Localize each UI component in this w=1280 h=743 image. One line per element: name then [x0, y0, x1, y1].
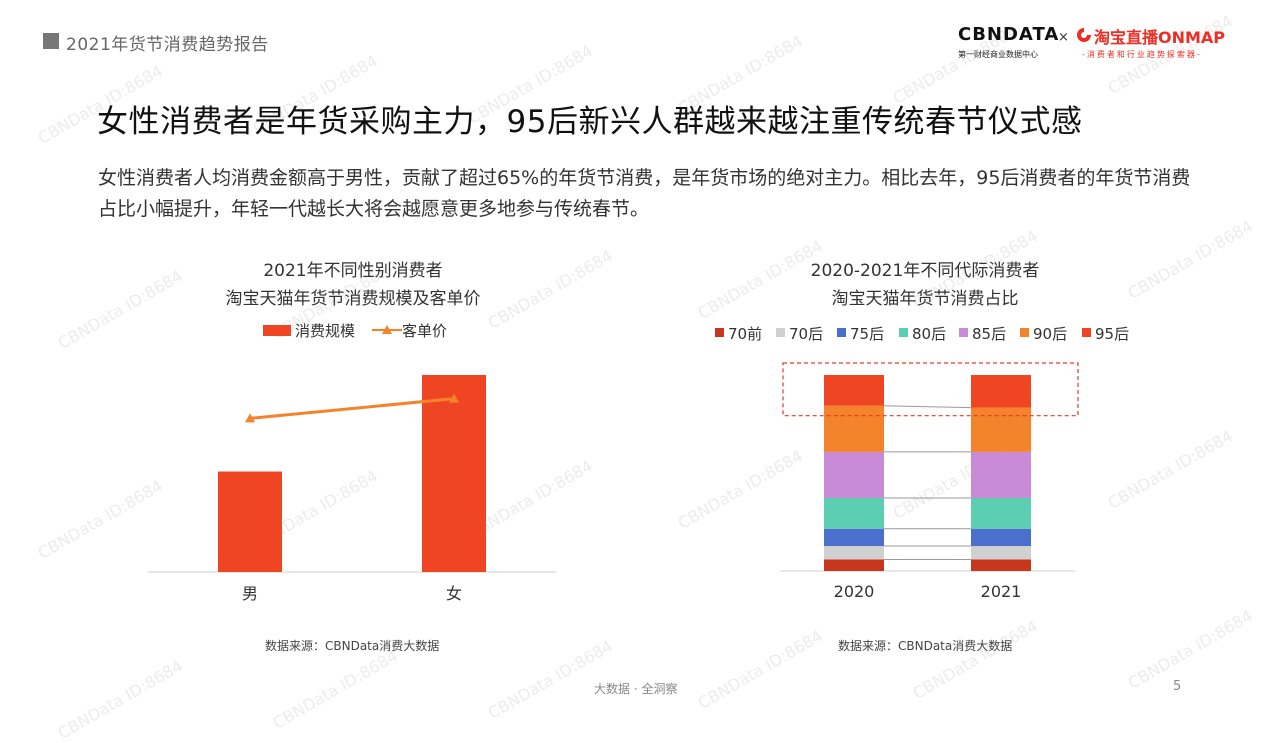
segment-2020-70后	[824, 546, 884, 560]
segment-2021-95后	[971, 375, 1031, 408]
x-tick-label: 2020	[834, 582, 875, 601]
legend-label-consumption: 消费规模	[295, 322, 355, 340]
segment-2021-80后	[971, 497, 1031, 529]
legend-label-85后: 85后	[972, 325, 1006, 343]
segment-2020-85后	[824, 451, 884, 498]
segment-2020-70前	[824, 559, 884, 571]
highlight-box-95	[782, 362, 1079, 417]
point-aov-male	[245, 413, 255, 423]
legend-swatch-70后	[776, 328, 785, 337]
segment-2021-85后	[971, 451, 1031, 498]
generation-chart: 70前 70后 75后 80后 85后 90后 95后 2020 2021	[715, 325, 1129, 601]
segment-2020-90后	[824, 405, 884, 452]
x-tick-label: 男	[242, 584, 258, 603]
watermark-text: CBNData ID:8684	[909, 616, 1041, 703]
page-number: 5	[1173, 679, 1182, 694]
watermark-text: CBNData ID:8684	[1124, 606, 1256, 693]
legend-label-70前: 70前	[728, 325, 762, 343]
bar-consumption-female	[422, 375, 486, 572]
taobao-live-icon	[1077, 28, 1091, 42]
generation-chart-title-line2: 淘宝天猫年货节消费占比	[831, 289, 1019, 309]
generation-chart-source: 数据来源：CBNData消费大数据	[838, 639, 1013, 653]
point-aov-female	[449, 393, 459, 403]
footer-slogan: 大数据 · 全洞察	[594, 682, 678, 696]
legend-swatch-consumption	[263, 325, 291, 336]
page-summary: 女性消费者人均消费金额高于男性，贡献了超过65%的年货节消费，是年货市场的绝对主…	[98, 167, 1191, 220]
generation-chart-title: 2020-2021年不同代际消费者 淘宝天猫年货节消费占比	[710, 257, 1140, 313]
legend-swatch-90后	[1020, 328, 1029, 337]
bar-consumption-male	[218, 471, 282, 572]
legend-label-80后: 80后	[912, 325, 946, 343]
taobao-live-logo: 淘宝直播ONMAP	[1094, 28, 1226, 47]
legend-swatch-80后	[899, 328, 908, 337]
segment-2021-70后	[971, 546, 1031, 560]
legend-swatch-70前	[715, 328, 724, 337]
gender-chart-source: 数据来源：CBNData消费大数据	[265, 639, 440, 653]
legend-swatch-75后	[837, 328, 846, 337]
cbndata-logo: CBNDATA	[958, 24, 1060, 45]
logo-area: CBNDATA 第一财经商业数据中心 × 淘宝直播ONMAP -消费者和行业趋势…	[958, 22, 1238, 66]
watermark-text: CBNData ID:8684	[54, 656, 186, 743]
generation-chart-legend: 70前 70后 75后 80后 85后 90后 95后	[715, 325, 1129, 343]
x-tick-label: 女	[446, 584, 462, 603]
header-square-icon	[43, 33, 59, 49]
watermark-text: CBNData ID:8684	[694, 626, 826, 713]
gender-chart-title-line2: 淘宝天猫年货节消费规模及客单价	[225, 289, 481, 309]
segment-2020-80后	[824, 497, 884, 529]
legend-label-90后: 90后	[1033, 325, 1067, 343]
legend-swatch-95后	[1082, 328, 1091, 337]
watermark-text: CBNData ID:8684	[1124, 216, 1256, 303]
line-aov	[249, 397, 455, 420]
legend-label-70后: 70后	[789, 325, 823, 343]
legend-marker-aov	[382, 325, 392, 334]
taobao-live-logo-subtitle: -消费者和行业趋势探索器-	[1082, 50, 1202, 59]
gender-chart-title: 2021年不同性别消费者 淘宝天猫年货节消费规模及客单价	[148, 257, 558, 313]
logo-separator: ×	[1058, 30, 1069, 45]
segment-2021-90后	[971, 407, 1031, 452]
segment-2020-75后	[824, 528, 884, 547]
page-headline: 女性消费者是年货采购主力，95后新兴人群越来越注重传统春节仪式感	[97, 104, 1083, 140]
segment-2021-75后	[971, 528, 1031, 547]
gender-chart-legend: 消费规模 客单价	[263, 322, 447, 340]
segment-2021-70前	[971, 559, 1031, 571]
legend-swatch-85后	[959, 328, 968, 337]
legend-label-95后: 95后	[1095, 325, 1129, 343]
segment-2020-95后	[824, 375, 884, 406]
report-title: 2021年货节消费趋势报告	[66, 35, 269, 55]
x-tick-label: 2021	[981, 582, 1022, 601]
segment-connector	[883, 405, 972, 409]
legend-label-75后: 75后	[850, 325, 884, 343]
cbndata-logo-subtitle: 第一财经商业数据中心	[958, 50, 1038, 59]
generation-chart-title-line1: 2020-2021年不同代际消费者	[810, 261, 1040, 281]
gender-chart-title-line1: 2021年不同性别消费者	[263, 261, 443, 281]
legend-label-aov: 客单价	[402, 322, 447, 340]
